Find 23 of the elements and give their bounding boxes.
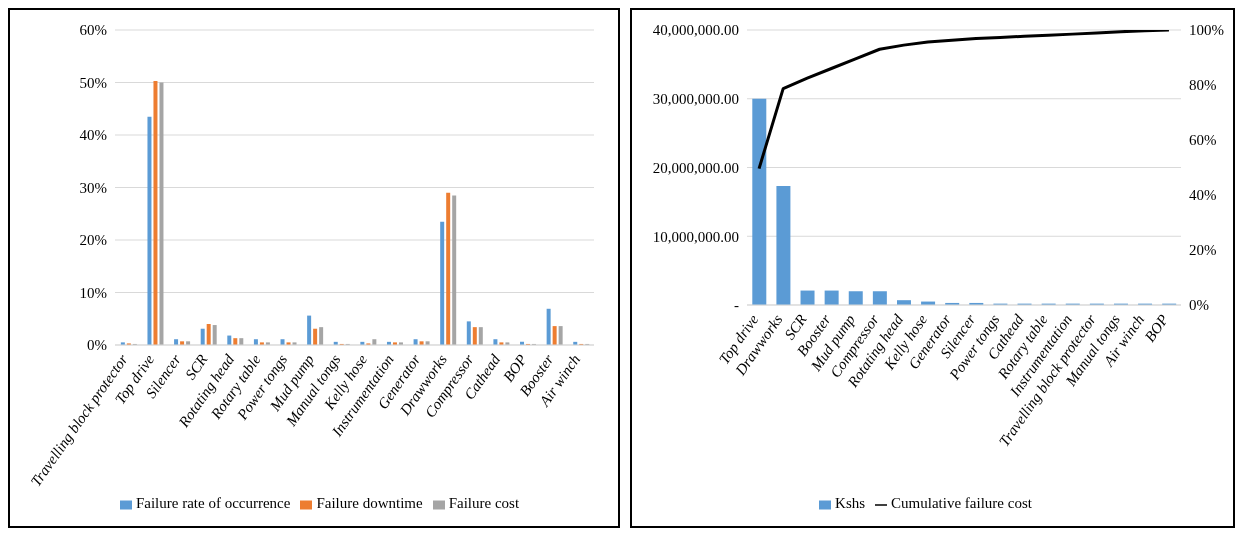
y-tick-label: 20% [79,232,107,249]
y2-tick-label: 20% [1189,242,1217,259]
legend-label: Kshs [835,495,866,511]
legend-label: Failure downtime [316,495,423,511]
y2-tick-label: 100% [1189,22,1224,39]
y-tick-label: - [734,297,739,314]
y2-tick-label: 80% [1189,77,1217,94]
y-tick-label: 60% [79,22,107,39]
y-tick-label: 40% [79,127,107,144]
y-tick-label: 20,000,000.00 [652,159,739,176]
legend-label: Failure cost [448,495,520,511]
y-tick-label: 10,000,000.00 [652,228,739,245]
y-tick-label: 0% [87,337,107,354]
y2-tick-label: 60% [1189,132,1217,149]
y2-tick-label: 40% [1189,187,1217,204]
legend-label: Cumulative failure cost [891,495,1032,511]
legend-label: Failure rate of occurrence [135,495,291,511]
y2-tick-label: 0% [1189,297,1209,314]
y-tick-label: 30% [79,179,107,196]
y-tick-label: 40,000,000.00 [652,22,739,39]
y-tick-label: 10% [79,284,107,301]
y-tick-label: 30,000,000.00 [652,91,739,108]
y-tick-label: 50% [79,74,107,91]
